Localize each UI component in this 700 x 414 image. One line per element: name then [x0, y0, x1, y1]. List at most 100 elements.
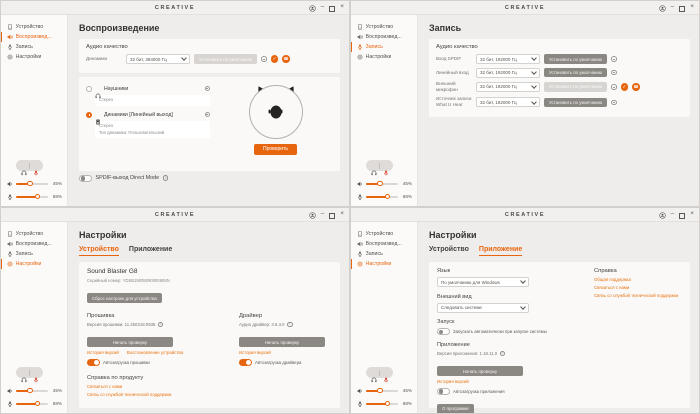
sidebar-item-device[interactable]: Устройство — [1, 229, 67, 239]
sidebar-item-record[interactable]: Запись — [351, 42, 417, 52]
format-select[interactable]: 32 бит, 192000 Гц — [476, 81, 540, 92]
sidebar-item-device[interactable]: Устройство — [351, 22, 417, 32]
format-select[interactable]: 32 бит, 192000 Гц — [476, 67, 540, 78]
minimize-button[interactable]: – — [670, 3, 675, 11]
muted-mic-icon[interactable] — [383, 163, 389, 175]
appearance-select[interactable]: Следовать системе — [437, 302, 529, 313]
set-default-button[interactable]: Установить по умолчанию — [544, 67, 608, 78]
startup-toggle[interactable] — [437, 328, 450, 335]
output-volume-slider[interactable] — [365, 180, 398, 186]
sidebar-item-record[interactable]: Запись — [1, 42, 67, 52]
contact-us-link[interactable]: Связаться с нами — [594, 285, 630, 290]
headphones-icon[interactable] — [371, 163, 377, 175]
sidebar-item-settings[interactable]: Настройки — [1, 259, 67, 269]
set-default-button[interactable]: Установить по умолчанию — [544, 54, 608, 64]
sidebar-item-settings[interactable]: Настройки — [351, 52, 417, 62]
slider-thumb[interactable] — [384, 193, 391, 199]
minus-circle-icon[interactable] — [611, 56, 617, 62]
sidebar-item-settings[interactable]: Настройки — [1, 52, 67, 62]
headphones-icon[interactable] — [21, 163, 27, 175]
tab-device[interactable]: Устройство — [429, 246, 469, 253]
sidebar-item-playback[interactable]: Воспроизвед... — [1, 239, 67, 249]
minus-circle-icon[interactable] — [204, 111, 210, 118]
tab-device[interactable]: Устройство — [79, 246, 119, 256]
output-device-pill[interactable] — [366, 160, 393, 175]
slider-thumb[interactable] — [377, 387, 383, 393]
minimize-button[interactable]: – — [670, 210, 675, 218]
format-select[interactable]: 32 бит, 192000 Гц — [476, 54, 540, 64]
mic-volume-slider[interactable] — [365, 193, 398, 199]
app-check-button[interactable]: Начать проверку — [437, 366, 523, 376]
muted-mic-icon[interactable] — [33, 370, 39, 382]
info-icon[interactable]: i — [157, 321, 164, 327]
muted-mic-icon[interactable] — [33, 163, 39, 175]
test-button[interactable]: Проверить — [253, 143, 297, 155]
minus-circle-icon[interactable] — [261, 56, 267, 62]
sidebar-item-playback[interactable]: Воспроизвед... — [351, 239, 417, 249]
sidebar-item-settings[interactable]: Настройки — [351, 259, 417, 269]
close-button[interactable]: × — [340, 210, 344, 218]
mic-volume-slider[interactable] — [365, 400, 398, 406]
format-select[interactable]: 32 бит, 384000 Гц — [126, 54, 190, 64]
headphones-icon[interactable] — [21, 370, 27, 382]
device-row-headphones[interactable]: Наушники — [86, 84, 210, 98]
sidebar-item-playback[interactable]: Воспроизвед... — [1, 32, 67, 42]
maximize-button[interactable] — [679, 1, 686, 17]
spdif-direct-toggle[interactable] — [79, 174, 92, 182]
output-device-pill[interactable] — [16, 160, 43, 175]
driver-check-button[interactable]: Начать проверку — [239, 337, 325, 347]
communications-device-badge[interactable]: ☎ — [632, 83, 640, 91]
driver-autoload-toggle[interactable] — [239, 358, 252, 366]
device-recovery-link[interactable]: Восстановление устройства — [126, 349, 184, 355]
muted-mic-icon[interactable] — [383, 370, 389, 382]
sidebar-item-record[interactable]: Запись — [351, 249, 417, 259]
reset-settings-button[interactable]: Сброс настроек для устройства — [87, 293, 162, 303]
headphones-icon[interactable] — [371, 370, 377, 382]
tech-support-link[interactable]: Связь со службой технической поддержки — [87, 391, 172, 397]
slider-thumb[interactable] — [27, 387, 33, 393]
tech-support-link[interactable]: Связь со службой технической поддержки — [594, 293, 679, 298]
close-button[interactable]: × — [690, 210, 694, 218]
about-button[interactable]: О программе — [437, 403, 474, 413]
general-support-link[interactable]: Общая поддержка — [594, 277, 631, 282]
output-device-pill[interactable] — [366, 367, 393, 382]
app-autoload-toggle[interactable] — [437, 387, 450, 395]
minus-circle-icon[interactable] — [611, 69, 617, 76]
contact-us-link[interactable]: Связаться с нами — [87, 383, 123, 389]
language-select[interactable]: По умолчанию для Windows — [437, 277, 529, 287]
communications-device-badge[interactable]: ☎ — [282, 55, 290, 63]
mic-volume-slider[interactable] — [15, 193, 48, 199]
slider-thumb[interactable] — [377, 180, 383, 186]
sidebar-item-playback[interactable]: Воспроизвед... — [351, 32, 417, 42]
default-device-badge[interactable]: ✓ — [270, 55, 279, 63]
minus-circle-icon[interactable] — [611, 84, 617, 90]
maximize-button[interactable] — [329, 1, 336, 17]
driver-history-link[interactable]: История версий — [239, 349, 271, 355]
account-icon[interactable] — [658, 1, 666, 17]
account-icon[interactable] — [308, 208, 316, 224]
radio-selected[interactable] — [86, 111, 92, 118]
info-icon[interactable]: i — [162, 175, 169, 181]
close-button[interactable]: × — [340, 3, 344, 11]
firmware-history-link[interactable]: История версий — [87, 349, 119, 355]
mic-volume-slider[interactable] — [15, 400, 48, 406]
minus-circle-icon[interactable] — [611, 99, 617, 106]
firmware-check-button[interactable]: Начать проверку — [87, 337, 173, 347]
firmware-autoload-toggle[interactable] — [87, 358, 100, 366]
minus-circle-icon[interactable] — [204, 85, 210, 92]
minimize-button[interactable]: – — [320, 210, 325, 218]
slider-thumb[interactable] — [34, 400, 41, 406]
default-device-badge[interactable]: ✓ — [620, 83, 629, 91]
slider-thumb[interactable] — [27, 180, 33, 186]
maximize-button[interactable] — [679, 208, 686, 224]
sidebar-item-device[interactable]: Устройство — [1, 22, 67, 32]
info-icon[interactable]: i — [499, 350, 506, 356]
info-icon[interactable]: i — [287, 321, 293, 327]
maximize-button[interactable] — [329, 208, 336, 224]
set-default-button[interactable]: Установить по умолчанию — [544, 82, 608, 92]
format-select[interactable]: 32 бит, 192000 Гц — [476, 97, 540, 108]
app-history-link[interactable]: История версий — [437, 378, 469, 384]
set-default-button[interactable]: Установить по умолчанию — [544, 97, 608, 108]
output-device-pill[interactable] — [16, 367, 43, 382]
device-row-speakers[interactable]: Динамики [Линейный выход] — [86, 110, 210, 125]
